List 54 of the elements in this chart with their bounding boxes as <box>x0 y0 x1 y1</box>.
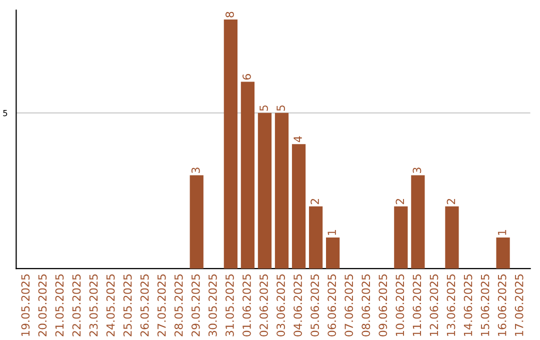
x-tick-label: 09.06.2025 <box>378 274 388 336</box>
x-tick-label: 31.05.2025 <box>226 274 234 336</box>
x-tick-label: 17.06.2025 <box>514 274 524 336</box>
bar <box>190 175 204 269</box>
x-tick-label: 19.05.2025 <box>21 274 30 336</box>
bar <box>445 206 459 269</box>
data-label: 2 <box>446 198 456 204</box>
x-tick-label: 12.06.2025 <box>430 274 438 336</box>
bar <box>326 237 340 269</box>
data-label: 5 <box>276 105 285 111</box>
x-tick-label: 03.06.2025 <box>276 274 285 336</box>
data-label: 1 <box>328 230 336 235</box>
bar <box>258 112 272 269</box>
data-label: 8 <box>226 12 234 18</box>
x-tick-label: 10.06.2025 <box>396 274 404 336</box>
bar <box>274 112 289 269</box>
data-label: 2 <box>396 198 404 204</box>
x-tick-label: 23.05.2025 <box>89 274 98 336</box>
data-label: 3 <box>412 168 422 173</box>
data-label: 6 <box>242 74 251 80</box>
x-tick-label: 26.05.2025 <box>140 274 149 336</box>
x-tick-label: 07.06.2025 <box>344 274 354 336</box>
x-tick-label: 28.05.2025 <box>174 274 183 336</box>
data-label: 3 <box>191 168 200 173</box>
x-tick-label: 08.06.2025 <box>362 274 370 336</box>
x-tick-label: 24.05.2025 <box>106 274 115 336</box>
bar <box>496 237 510 269</box>
bar <box>411 175 425 269</box>
x-tick-label: 27.05.2025 <box>157 274 166 336</box>
x-tick-label: 25.05.2025 <box>123 274 132 336</box>
x-tick-label: 20.05.2025 <box>38 274 47 336</box>
x-tick-label: 13.06.2025 <box>446 274 456 336</box>
bar <box>240 82 255 269</box>
x-tick-label: 04.06.2025 <box>294 274 302 336</box>
bar <box>308 206 323 269</box>
x-tick-label: 11.06.2025 <box>412 274 422 336</box>
data-label: 5 <box>260 105 268 111</box>
x-tick-label: 14.06.2025 <box>464 274 472 336</box>
x-tick-label: 01.06.2025 <box>242 274 251 336</box>
x-tick-label: 06.06.2025 <box>328 274 336 336</box>
bar <box>394 206 408 269</box>
bar <box>292 144 306 269</box>
x-tick-label: 05.06.2025 <box>310 274 320 336</box>
x-tick-label: 15.06.2025 <box>480 274 490 336</box>
data-label: 2 <box>310 198 319 204</box>
x-tick-label: 16.06.2025 <box>498 274 506 336</box>
x-tick-label: 02.06.2025 <box>260 274 268 336</box>
x-tick-label: 30.05.2025 <box>208 274 217 336</box>
data-label: 4 <box>294 136 302 142</box>
bar <box>224 20 238 269</box>
x-tick-label: 22.05.2025 <box>72 274 81 336</box>
x-tick-label: 21.05.2025 <box>55 274 64 336</box>
data-label: 1 <box>498 230 506 235</box>
x-tick-label: 29.05.2025 <box>191 274 200 336</box>
